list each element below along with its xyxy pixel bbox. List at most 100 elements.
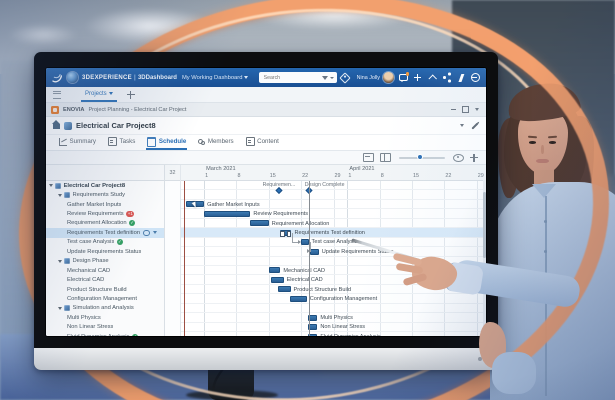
gantt-bar[interactable] bbox=[308, 314, 318, 321]
tab-summary[interactable]: Summary bbox=[58, 135, 97, 150]
gantt-bar[interactable] bbox=[204, 210, 251, 217]
add-button[interactable] bbox=[412, 72, 423, 83]
split-view-icon[interactable] bbox=[380, 153, 391, 162]
bar-resize-handle[interactable] bbox=[286, 231, 292, 237]
project-app-icon bbox=[64, 121, 72, 130]
visibility-eye-icon[interactable] bbox=[453, 153, 464, 162]
tab-label: Schedule bbox=[158, 138, 187, 145]
tab-projects[interactable]: Projects bbox=[81, 87, 117, 102]
tag-button[interactable] bbox=[339, 71, 351, 84]
expand-arrow-icon[interactable] bbox=[58, 306, 62, 310]
gantt-row[interactable]: Electrical CAD bbox=[181, 275, 486, 285]
tab-members[interactable]: Members bbox=[197, 135, 234, 150]
gantt-row[interactable]: Review Requirements bbox=[181, 209, 486, 219]
tab-schedule[interactable]: Schedule bbox=[146, 135, 188, 150]
tree-row[interactable]: Requirements Study bbox=[46, 190, 164, 199]
filter-funnel-icon[interactable] bbox=[321, 75, 328, 80]
gantt-bar[interactable] bbox=[280, 229, 292, 237]
share-network-button[interactable] bbox=[441, 72, 452, 83]
add-tab-button[interactable] bbox=[126, 90, 135, 99]
task-label: Requirements Study bbox=[72, 192, 126, 199]
gantt-bar[interactable] bbox=[301, 239, 309, 246]
gantt-bar[interactable] bbox=[185, 201, 205, 208]
tab-tasks[interactable]: Tasks bbox=[107, 135, 136, 150]
gantt-row[interactable] bbox=[181, 257, 486, 266]
gantt-row[interactable]: Test case Analysis bbox=[181, 238, 486, 248]
add-task-button[interactable] bbox=[470, 153, 478, 162]
gantt-row[interactable]: Requirements Test definition bbox=[181, 228, 486, 238]
edit-pencil-icon[interactable] bbox=[471, 121, 479, 130]
sidebar-toggle-icon[interactable] bbox=[53, 90, 61, 99]
gantt-row[interactable] bbox=[181, 304, 486, 314]
expand-arrow-icon[interactable] bbox=[49, 184, 53, 188]
tree-row[interactable]: Review Requirements +1 bbox=[46, 209, 164, 218]
chevron-down-icon[interactable] bbox=[460, 124, 464, 127]
expand-arrow-icon[interactable] bbox=[58, 193, 62, 197]
home-icon[interactable] bbox=[52, 120, 60, 129]
tree-row[interactable]: Gather Market Inputs bbox=[46, 200, 164, 209]
tree-row[interactable]: Design Phase bbox=[46, 257, 164, 266]
3dexperience-compass-icon[interactable] bbox=[67, 72, 78, 83]
gantt-row[interactable]: Gather Market Inputs bbox=[181, 200, 486, 211]
gantt-row[interactable] bbox=[181, 190, 486, 200]
gantt-bar[interactable] bbox=[268, 267, 281, 274]
minimize-icon[interactable] bbox=[451, 108, 456, 111]
gantt-row[interactable]: Update Requirements Status bbox=[181, 247, 486, 257]
search-input[interactable] bbox=[261, 73, 322, 82]
task-label: Multi Physics bbox=[67, 314, 101, 321]
share-arrow-button[interactable] bbox=[427, 72, 438, 83]
tree-row[interactable]: Update Requirements Status bbox=[46, 247, 164, 256]
gantt-row[interactable]: Configuration Management bbox=[181, 294, 486, 304]
zoom-slider[interactable] bbox=[399, 154, 445, 161]
chevron-down-icon[interactable] bbox=[244, 76, 249, 79]
tree-row[interactable]: Product Structure Build bbox=[46, 285, 164, 294]
gantt-bar[interactable] bbox=[250, 220, 269, 227]
tab-content[interactable]: Content bbox=[245, 135, 280, 150]
gantt-row[interactable]: Requirement Allocation bbox=[181, 219, 486, 229]
gantt-bar[interactable] bbox=[310, 248, 319, 255]
expand-icon[interactable] bbox=[462, 106, 469, 113]
ceiling-light bbox=[250, 0, 420, 30]
user-name[interactable]: Nina Jolly bbox=[356, 74, 380, 81]
messages-button[interactable] bbox=[398, 72, 409, 83]
gantt-bar[interactable] bbox=[308, 333, 318, 336]
day-tick-label: 22 bbox=[445, 173, 452, 179]
gantt-bar[interactable] bbox=[271, 276, 284, 283]
tree-row[interactable]: Multi Physics bbox=[46, 313, 164, 322]
tree-row[interactable]: Non Linear Stress bbox=[46, 323, 164, 332]
tree-row[interactable]: Electrical CAD bbox=[46, 275, 164, 284]
view-mode-icon[interactable] bbox=[363, 153, 374, 162]
help-button[interactable] bbox=[470, 72, 481, 83]
shirt-button bbox=[544, 250, 547, 253]
tree-row[interactable]: Electrical Car Project8 bbox=[46, 181, 164, 190]
dashboard-name[interactable]: My Working Dashboard bbox=[181, 74, 243, 81]
zoom-slider-knob[interactable] bbox=[417, 154, 424, 161]
tree-row[interactable]: Configuration Management bbox=[46, 294, 164, 303]
gantt-bar[interactable] bbox=[308, 324, 318, 331]
gantt-row[interactable]: Multi Physics bbox=[181, 313, 486, 323]
expand-arrow-icon[interactable] bbox=[58, 259, 62, 263]
tree-row[interactable]: Requirements Test definition bbox=[46, 228, 164, 238]
bar-resize-handle[interactable] bbox=[280, 231, 285, 237]
scrollbar-thumb[interactable] bbox=[483, 192, 486, 258]
tree-row[interactable]: Test case Analysis ✓ bbox=[46, 238, 164, 247]
global-search-box[interactable] bbox=[258, 72, 337, 83]
gantt-bar[interactable] bbox=[289, 295, 307, 302]
tree-row[interactable]: Simulation and Analysis bbox=[46, 304, 164, 313]
quick-launch-button[interactable] bbox=[456, 72, 467, 83]
gantt-row[interactable] bbox=[181, 181, 486, 191]
tree-row[interactable]: Requirement Allocation ✓ bbox=[46, 219, 164, 228]
chevron-down-icon[interactable] bbox=[329, 76, 334, 79]
gantt-row[interactable]: Product Structure Build bbox=[181, 285, 486, 295]
chevron-down-icon[interactable] bbox=[475, 108, 479, 111]
gantt-row[interactable]: Mechanical CAD bbox=[181, 266, 486, 276]
gantt-row[interactable]: Non Linear Stress bbox=[181, 323, 486, 332]
gantt-bar[interactable] bbox=[278, 286, 291, 293]
user-avatar[interactable] bbox=[383, 72, 394, 83]
tree-row[interactable]: Mechanical CAD bbox=[46, 266, 164, 275]
tree-row[interactable]: Fluid Dynamics Analysis✓ bbox=[46, 332, 164, 336]
vertical-scrollbar[interactable] bbox=[483, 180, 486, 336]
day-tick-label: 8 bbox=[237, 173, 241, 179]
gantt-row[interactable]: Fluid Dynamics Analysis bbox=[181, 332, 486, 336]
row-actions-caret-icon[interactable] bbox=[152, 231, 157, 235]
